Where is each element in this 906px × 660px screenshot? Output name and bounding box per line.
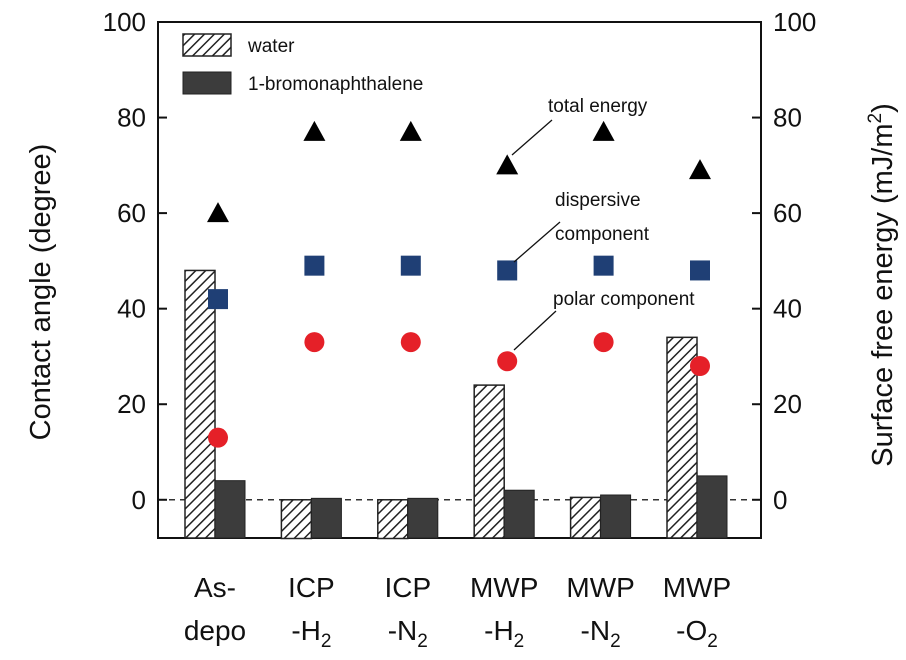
marker-total-energy (303, 120, 326, 141)
annotation-polar-pointer (513, 310, 557, 351)
marker-dispersive (208, 289, 228, 310)
annotation-polar-component: polar component (553, 289, 695, 310)
bar-layer (184, 269, 728, 540)
category-label-line2: depo (184, 615, 246, 646)
marker-total-energy (207, 202, 229, 223)
right-tick-label: 40 (773, 294, 802, 324)
category-label-line2: -H2 (291, 615, 331, 652)
bar-bromonaphthalene (503, 489, 535, 539)
annotation-dispersive-pointer (513, 221, 561, 263)
y-axis-right-title-close: ) (867, 103, 899, 113)
annotation-total-energy: total energy (548, 96, 648, 117)
y-axis-left-title: Contact angle (degree) (25, 144, 57, 441)
bar-bromonaphthalene (600, 494, 632, 539)
bar-water (377, 499, 409, 540)
marker-total-energy (592, 120, 615, 141)
marker-dispersive (304, 255, 325, 276)
marker-dispersive (690, 260, 710, 281)
marker-dispersive (497, 260, 518, 281)
left-tick-label: 100 (103, 7, 146, 37)
right-tick-label: 60 (773, 198, 802, 228)
left-tick-label: 20 (117, 389, 146, 419)
annotation-dispersive-line2: component (555, 224, 650, 245)
bar-bromonaphthalene (214, 480, 246, 539)
bar-bromonaphthalene (310, 497, 342, 539)
category-label-line2: -O2 (676, 615, 718, 652)
legend: water 1-bromonaphthalene (182, 33, 423, 95)
marker-total-energy (399, 120, 422, 141)
plot-frame (157, 21, 762, 539)
legend-label-bromonaphthalene: 1-bromonaphthalene (248, 74, 423, 95)
category-label-line1: MWP (663, 572, 731, 603)
right-tick-label: 20 (773, 389, 802, 419)
legend-label-water: water (247, 36, 295, 57)
bar-water (280, 499, 313, 540)
marker-dispersive (593, 255, 614, 276)
category-label-line1: MWP (566, 572, 634, 603)
marker-polar (593, 332, 614, 353)
marker-polar (400, 332, 421, 353)
category-label-line2: -N2 (388, 615, 428, 652)
y-axis-right-title: Surface free energy (mJ/m2) (865, 103, 899, 467)
annotations: total energy dispersive component polar … (511, 96, 695, 351)
right-tick-label: 80 (773, 103, 802, 133)
annotation-dispersive-line1: dispersive (555, 190, 641, 211)
left-tick-label: 0 (132, 485, 146, 515)
legend-swatch-water (182, 33, 232, 57)
marker-total-energy (496, 154, 519, 175)
annotation-total-pointer (511, 119, 553, 156)
marker-polar (208, 427, 228, 448)
right-tick-label: 0 (773, 485, 787, 515)
right-tick-label: 100 (773, 7, 816, 37)
y-axis-right-title-main: Surface free energy (mJ/m (867, 123, 899, 466)
legend-swatch-bromonaphthalene (182, 71, 232, 95)
bar-water (473, 384, 505, 539)
left-tick-label: 40 (117, 294, 146, 324)
marker-dispersive (400, 255, 421, 276)
left-axis: 0 20 40 60 80 100 (103, 7, 167, 515)
left-tick-label: 80 (117, 103, 146, 133)
x-axis-categories: As-depo ICP -H2 ICP -N2 MWP -H2 MWP -N2 MWP -O2 (184, 572, 731, 652)
category-label-line1: As- (194, 572, 236, 603)
bar-bromonaphthalene (407, 497, 439, 539)
category-label-line1: ICP (384, 572, 431, 603)
y-axis-right-title-sup: 2 (865, 113, 886, 124)
bar-bromonaphthalene (696, 475, 728, 539)
bar-water (184, 269, 216, 539)
marker-polar (497, 351, 518, 372)
bar-water (569, 496, 602, 539)
right-axis: 0 20 40 60 80 100 (752, 7, 816, 515)
marker-layer (207, 120, 711, 448)
category-label-line2: -H2 (484, 615, 524, 652)
marker-polar (304, 332, 325, 353)
marker-total-energy (689, 159, 711, 180)
left-tick-label: 60 (117, 198, 146, 228)
category-label-line1: ICP (288, 572, 335, 603)
category-label-line1: MWP (470, 572, 538, 603)
category-label-line2: -N2 (581, 615, 621, 652)
marker-polar (690, 356, 710, 376)
